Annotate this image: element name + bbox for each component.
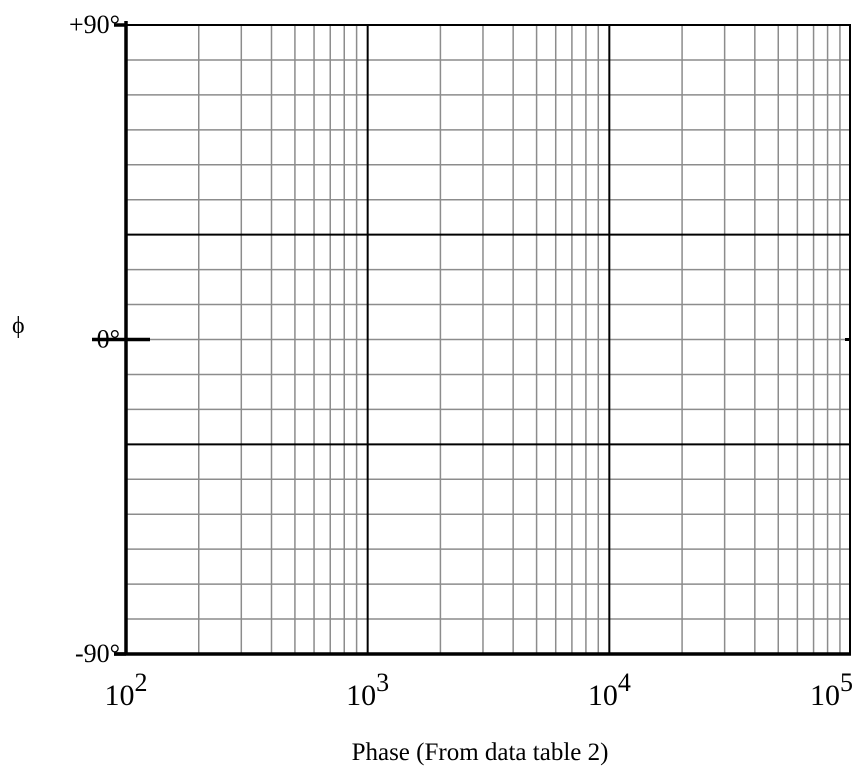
x-tick-label: 103 — [346, 668, 389, 712]
y-tick-label: +90° — [69, 10, 120, 39]
x-axis-label: Phase (From data table 2) — [352, 739, 609, 766]
tick-labels: +90° 0° -90°102 103 104 105 — [69, 10, 852, 712]
x-tick-label: 102 — [105, 668, 148, 712]
x-tick-label: 104 — [588, 668, 631, 712]
y-tick-label: -90° — [75, 639, 120, 668]
axes — [92, 21, 851, 656]
minor-grid — [126, 25, 851, 654]
y-tick-label: 0° — [97, 325, 120, 354]
major-grid — [126, 25, 851, 654]
y-axis-label: ϕ — [12, 313, 25, 339]
x-tick-label: 105 — [810, 668, 852, 712]
